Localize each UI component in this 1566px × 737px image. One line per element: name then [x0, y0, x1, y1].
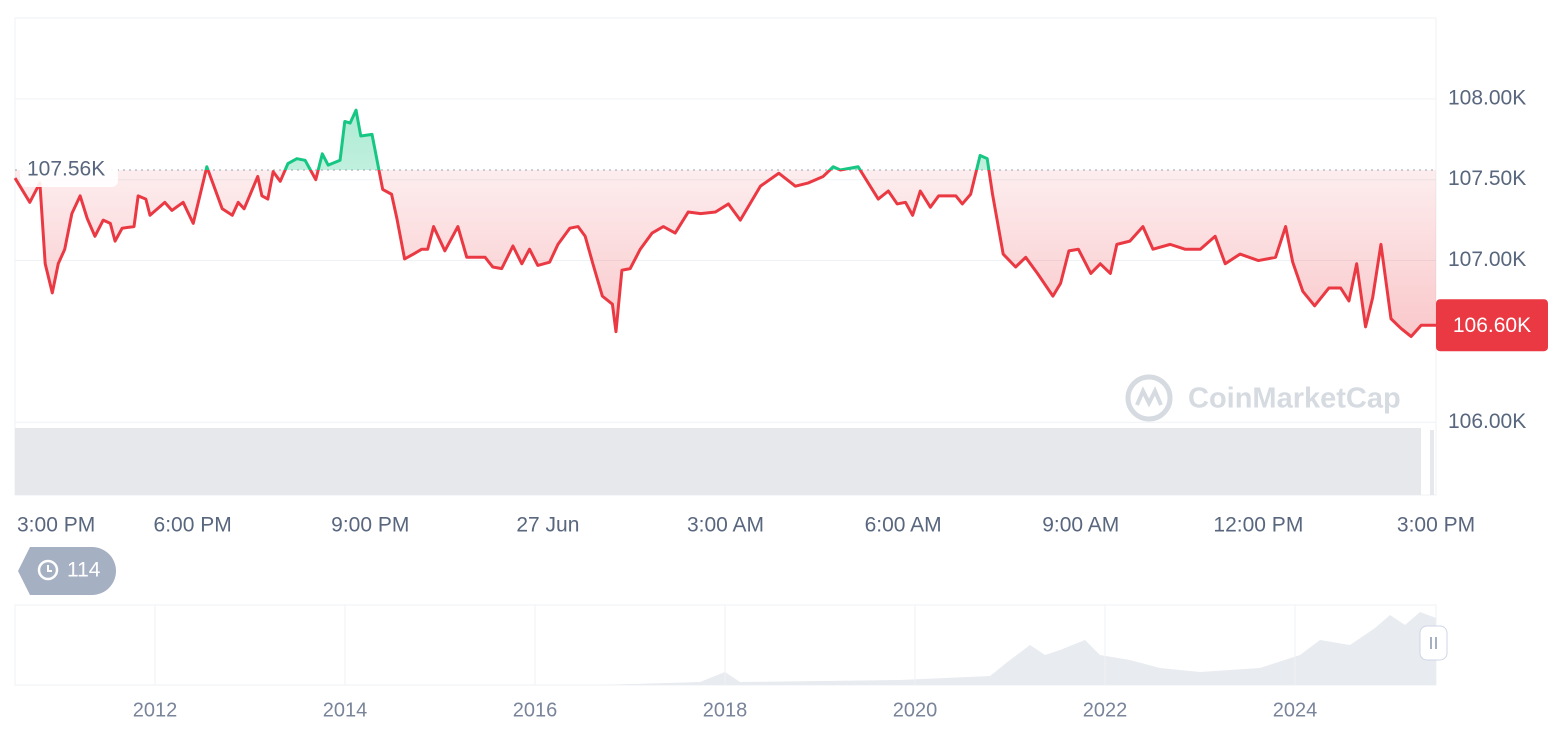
- x-tick-label: 6:00 PM: [154, 514, 232, 537]
- x-tick-label: 12:00 PM: [1213, 514, 1303, 537]
- x-tick-label: 3:00 AM: [687, 514, 764, 537]
- navigator-label: 2024: [1273, 699, 1318, 721]
- area-fill: [15, 110, 1436, 170]
- x-tick-label: 6:00 AM: [865, 514, 942, 537]
- x-tick-label: 9:00 PM: [331, 514, 409, 537]
- last-price-label: 106.60K: [1453, 314, 1531, 337]
- y-tick-label: 107.50K: [1448, 167, 1526, 190]
- area-fill: [15, 169, 1436, 337]
- x-tick-label: 9:00 AM: [1042, 514, 1119, 537]
- last-price-badge: [1436, 299, 1548, 352]
- y-tick-label: 108.00K: [1448, 86, 1526, 109]
- price-line: [13, 169, 1436, 339]
- volume-band: [1430, 430, 1434, 495]
- reference-label-bg: [20, 150, 118, 187]
- x-tick-label: 27 Jun: [516, 514, 579, 537]
- navigator-label: 2016: [513, 699, 558, 721]
- navigator-label: 2020: [893, 699, 938, 721]
- x-tick-label: 3:00 PM: [1397, 514, 1475, 537]
- history-badge[interactable]: 114: [18, 547, 116, 595]
- reference-label: 107.56K: [27, 158, 105, 181]
- y-tick-label: 107.00K: [1448, 248, 1526, 271]
- watermark: CoinMarketCap: [1125, 374, 1401, 422]
- x-tick-label: 3:00 PM: [17, 514, 95, 537]
- history-count: 114: [67, 559, 101, 582]
- navigator: [14, 604, 1448, 686]
- y-tick-label: 106.00K: [1448, 410, 1526, 433]
- navigator-label: 2014: [323, 699, 368, 721]
- volume-band: [15, 428, 1421, 495]
- watermark-text: CoinMarketCap: [1188, 383, 1401, 415]
- navigator-label: 2018: [703, 699, 748, 721]
- navigator-label: 2012: [133, 699, 178, 721]
- navigator-label: 2022: [1083, 699, 1128, 721]
